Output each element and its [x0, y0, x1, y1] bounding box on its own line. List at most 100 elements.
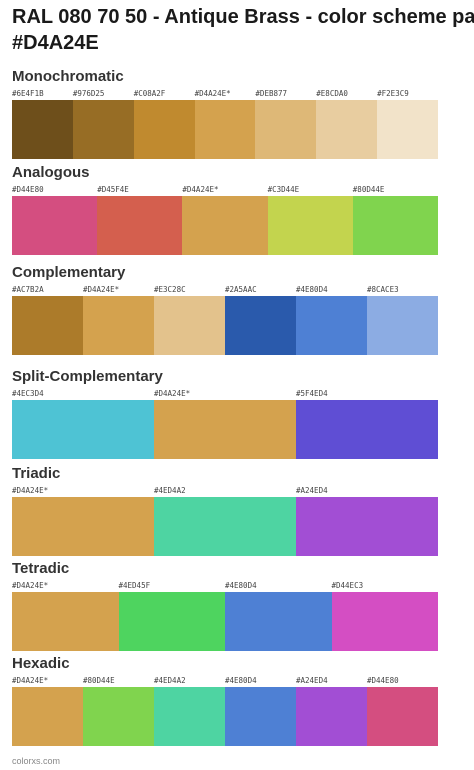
swatch-code: #D4A24E* [12, 676, 49, 685]
section-title: Analogous [12, 164, 90, 181]
color-bar [12, 592, 438, 651]
section-title: Monochromatic [12, 68, 124, 85]
color-bar [12, 196, 439, 255]
section-title: Triadic [12, 465, 61, 482]
color-bar [12, 400, 438, 459]
swatch-code: #80D44E [352, 185, 385, 194]
color-swatch[interactable] [12, 497, 154, 556]
color-swatch[interactable] [154, 687, 225, 746]
swatch-code: #D4A24E* [12, 486, 49, 495]
color-swatch[interactable] [267, 196, 353, 255]
swatch-code: #C08A2F [133, 89, 166, 98]
swatch-code: #80D44E [83, 676, 115, 685]
swatch-code: #8CACE3 [367, 285, 399, 294]
section-title: Hexadic [12, 655, 70, 672]
swatch-code: #4E80D4 [225, 581, 257, 590]
color-swatch[interactable] [72, 100, 134, 159]
swatch-code: #D4A24E* [194, 89, 231, 98]
swatch-code: #A24ED4 [296, 676, 328, 685]
swatch-codes: #D44E80 #D45F4E #D4A24E* #C3D44E #80D44E [12, 184, 438, 196]
color-swatch[interactable] [133, 100, 195, 159]
swatch-codes: #4EC3D4 #D4A24E* #5F4ED4 [12, 388, 438, 400]
color-swatch[interactable] [12, 687, 83, 746]
color-swatch[interactable] [12, 196, 98, 255]
swatch-codes: #D4A24E* #80D44E #4ED4A2 #4E80D4 #A24ED4 #D44… [12, 675, 438, 687]
palette-section-complementary: Complementary #AC7B2A #D4A24E* #E3C28C #2A5A… [12, 264, 438, 355]
swatch-code: #D44E80 [367, 676, 399, 685]
color-bar [12, 497, 438, 556]
palette-section-triadic: Triadic #D4A24E* #4ED4A2 #A24ED4 [12, 465, 438, 556]
color-swatch[interactable] [367, 296, 438, 355]
swatch-code: #A24ED4 [296, 486, 328, 495]
palette-section-analogous: Analogous #D44E80 #D45F4E #D4A24E* #C3D44E #8… [12, 164, 439, 255]
palette-section-split-complementary: Split-Complementary #4EC3D4 #D4A24E* #5F4ED… [12, 368, 438, 459]
color-swatch[interactable] [225, 296, 296, 355]
swatch-code: #5F4ED4 [296, 389, 328, 398]
swatch-codes: #6E4F1B #976D25 #C08A2F #D4A24E* #DEB877 #E8C… [12, 88, 438, 100]
color-swatch[interactable] [83, 687, 154, 746]
swatch-code: #AC7B2A [12, 285, 44, 294]
color-swatch[interactable] [97, 196, 183, 255]
color-swatch[interactable] [182, 196, 268, 255]
color-swatch[interactable] [255, 100, 317, 159]
swatch-code: #DEB877 [255, 89, 288, 98]
color-swatch[interactable] [194, 100, 256, 159]
swatch-code: #F2E3C9 [377, 89, 409, 98]
section-title: Complementary [12, 264, 126, 281]
section-title: Tetradic [12, 560, 70, 577]
swatch-code: #E8CDA0 [316, 89, 348, 98]
color-swatch[interactable] [296, 687, 367, 746]
color-swatch[interactable] [225, 687, 296, 746]
color-swatch[interactable] [296, 296, 367, 355]
swatch-codes: #D4A24E* #4ED45F #4E80D4 #D44EC3 [12, 580, 438, 592]
swatch-code: #D4A24E* [12, 581, 49, 590]
page-title: RAL 080 70 50 - Antique Brass - color sc… [12, 4, 474, 56]
swatch-code: #D44EC3 [331, 581, 364, 590]
color-swatch[interactable] [118, 592, 225, 651]
swatch-code: #6E4F1B [12, 89, 44, 98]
swatch-code: #4ED4A2 [154, 676, 186, 685]
page-title-line2: #D4A24E [12, 32, 99, 54]
section-title: Split-Complementary [12, 368, 163, 385]
color-swatch[interactable] [12, 400, 154, 459]
color-swatch[interactable] [83, 296, 154, 355]
color-swatch[interactable] [12, 100, 73, 159]
color-swatch[interactable] [331, 592, 438, 651]
palette-section-hexadic: Hexadic #D4A24E* #80D44E #4ED4A2 #4E80D4 #A24… [12, 655, 438, 746]
color-swatch[interactable] [12, 296, 83, 355]
swatch-code: #D4A24E* [83, 285, 120, 294]
color-swatch[interactable] [296, 497, 438, 556]
color-swatch[interactable] [12, 592, 119, 651]
color-swatch[interactable] [225, 592, 332, 651]
site-footer: colorxs.com [12, 756, 61, 766]
swatch-code: #C3D44E [267, 185, 300, 194]
swatch-code: #D44E80 [12, 185, 44, 194]
swatch-codes: #D4A24E* #4ED4A2 #A24ED4 [12, 485, 438, 497]
color-bar [12, 100, 439, 159]
color-swatch[interactable] [154, 296, 225, 355]
color-bar [12, 687, 438, 746]
color-swatch[interactable] [367, 687, 438, 746]
palette-section-monochromatic: Monochromatic #6E4F1B #976D25 #C08A2F #D4A24… [12, 68, 439, 159]
swatch-code: #4E80D4 [225, 676, 257, 685]
color-swatch[interactable] [377, 100, 439, 159]
swatch-code: #D45F4E [97, 185, 129, 194]
color-swatch[interactable] [296, 400, 438, 459]
swatch-code: #4EC3D4 [12, 389, 44, 398]
swatch-code: #4ED4A2 [154, 486, 186, 495]
swatch-code: #D4A24E* [182, 185, 219, 194]
swatch-code: #976D25 [72, 89, 105, 98]
page-title-line1: RAL 080 70 50 - Antique Brass - color sc… [12, 6, 474, 28]
swatch-code: #2A5AAC [225, 285, 257, 294]
palette-section-tetradic: Tetradic #D4A24E* #4ED45F #4E80D4 #D44EC3 [12, 560, 438, 651]
swatch-codes: #AC7B2A #D4A24E* #E3C28C #2A5AAC #4E80D4 #8CA… [12, 284, 438, 296]
swatch-code: #D4A24E* [154, 389, 191, 398]
swatch-code: #4E80D4 [296, 285, 328, 294]
swatch-code: #E3C28C [154, 285, 186, 294]
color-swatch[interactable] [154, 497, 296, 556]
color-swatch[interactable] [154, 400, 296, 459]
color-swatch[interactable] [352, 196, 439, 255]
swatch-code: #4ED45F [118, 581, 151, 590]
color-swatch[interactable] [316, 100, 378, 159]
color-bar [12, 296, 438, 355]
